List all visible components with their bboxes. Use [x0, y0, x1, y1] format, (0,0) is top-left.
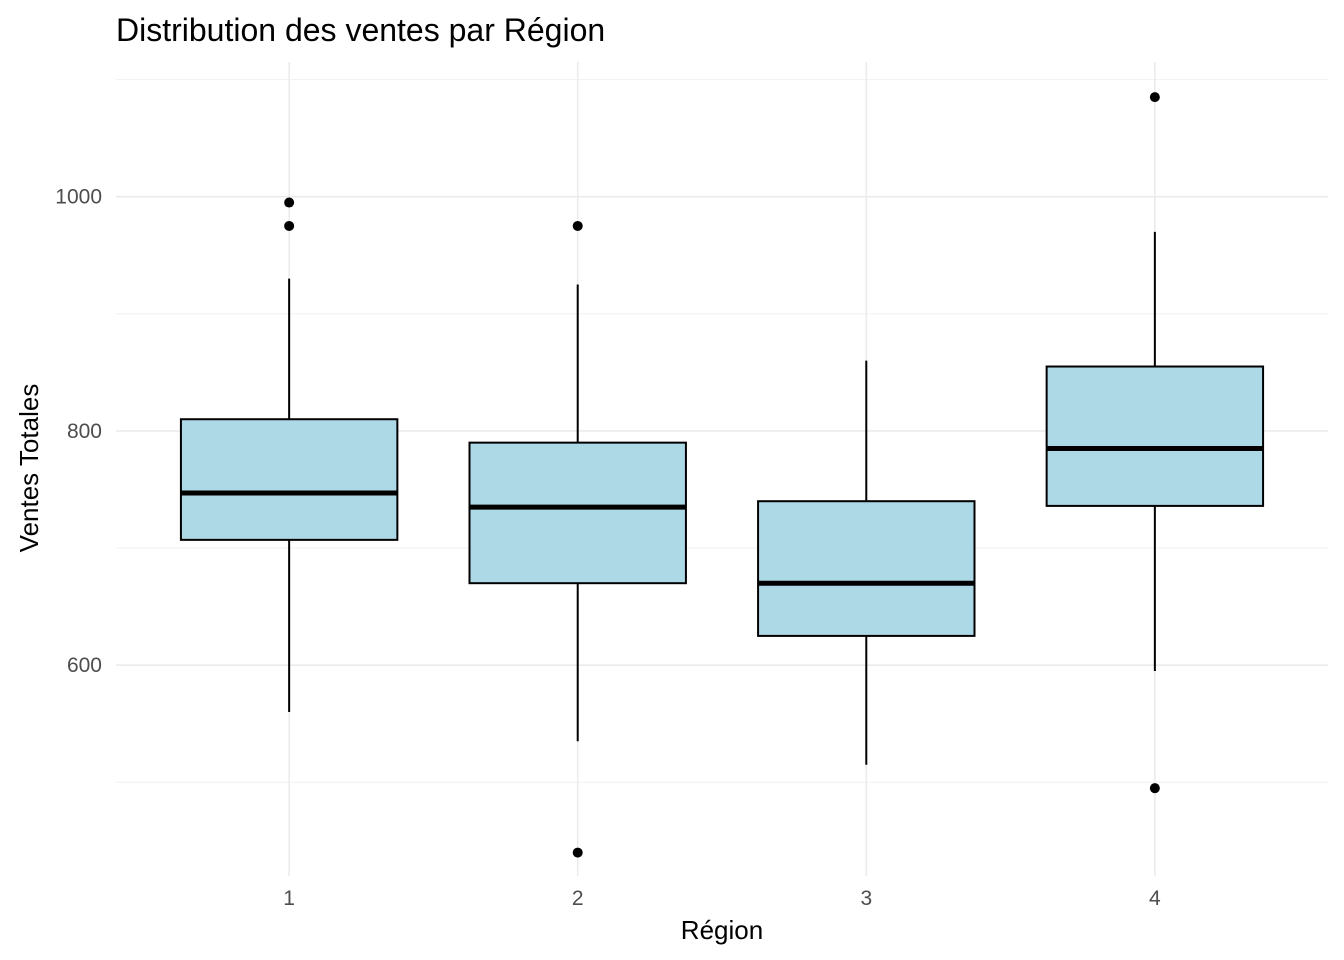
box-iqr	[468, 441, 687, 585]
x-axis-ticks: 1 2 3 4	[283, 887, 1161, 910]
x-axis-label: Région	[681, 915, 763, 945]
box-iqr	[1045, 365, 1265, 507]
x-tick-label: 2	[572, 887, 584, 910]
outlier-point	[1149, 92, 1160, 103]
plot-marks	[179, 92, 1265, 858]
chart-title: Distribution des ventes par Région	[116, 12, 605, 48]
x-tick-label: 4	[1149, 887, 1161, 910]
box-region-4	[1045, 92, 1265, 794]
box-region-2	[468, 220, 687, 858]
box-region-3	[757, 360, 976, 765]
outlier-point	[284, 220, 295, 231]
x-tick-label: 3	[860, 887, 872, 910]
box-iqr	[757, 500, 976, 637]
y-axis-label: Ventes Totales	[14, 384, 44, 553]
outlier-point	[284, 197, 295, 208]
box-region-1	[179, 197, 399, 713]
y-tick-label: 1000	[55, 186, 102, 209]
box-iqr	[179, 418, 399, 541]
y-tick-label: 600	[67, 654, 102, 677]
x-tick-label: 1	[283, 887, 295, 910]
outlier-point	[572, 220, 583, 231]
outlier-point	[1149, 783, 1160, 794]
outlier-point	[572, 847, 583, 858]
y-tick-label: 800	[67, 420, 102, 443]
y-axis-ticks: 600 800 1000	[55, 186, 102, 677]
